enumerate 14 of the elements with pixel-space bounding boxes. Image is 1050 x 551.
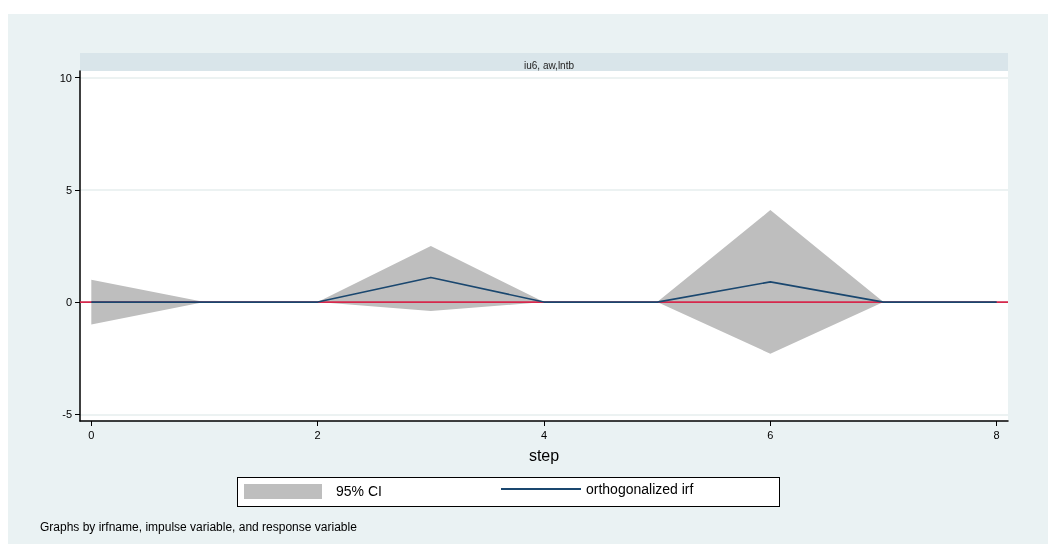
text: 95% CI: [336, 483, 382, 499]
x-tick-label: 6: [767, 428, 774, 441]
chart-title: iu6, aw,lntb: [523, 59, 575, 71]
x-axis-title: step: [528, 446, 560, 464]
x-tick-label: 4: [540, 428, 548, 441]
y-tick-label: 5: [65, 183, 72, 196]
x-tick-label: 8: [993, 428, 1000, 441]
x-tick-label: 0: [88, 428, 95, 441]
text: orthogonalized irf: [586, 481, 694, 497]
x-tick-label: 2: [314, 428, 321, 441]
y-tick-label: -5: [62, 408, 72, 421]
y-tick-label: 0: [65, 296, 72, 309]
text: Graphs by irfname, impulse variable, and response variable: [40, 520, 358, 534]
y-tick-label: 10: [59, 71, 72, 84]
